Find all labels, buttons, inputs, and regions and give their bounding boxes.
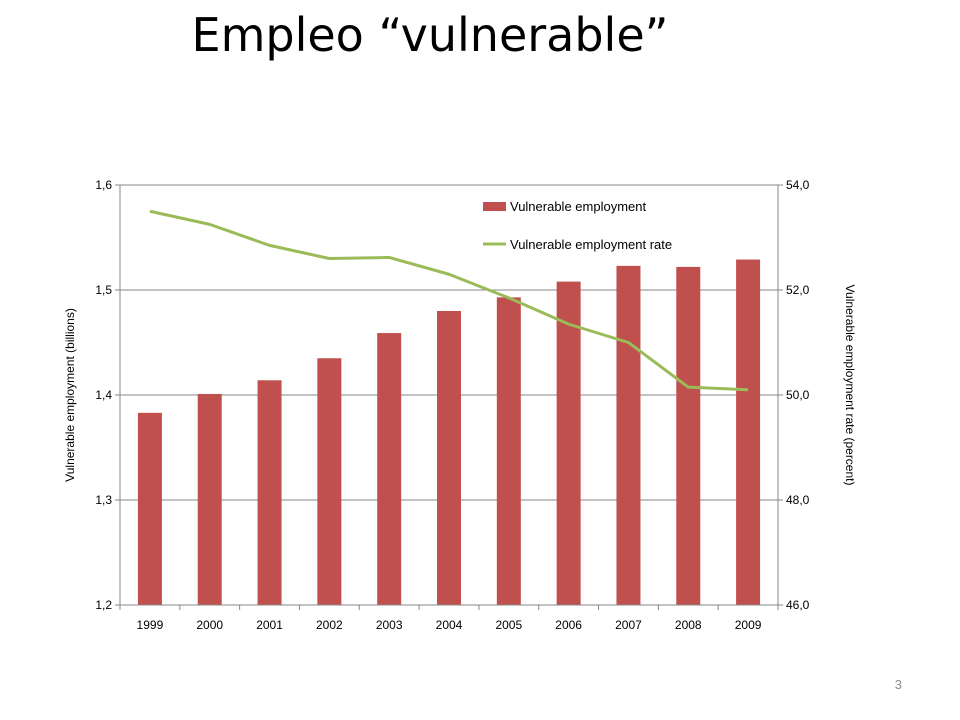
x-tick-label: 2001 (256, 618, 283, 632)
bar-series (137, 259, 761, 605)
legend-label-line: Vulnerable employment rate (510, 237, 672, 252)
x-tick-label: 2003 (376, 618, 403, 632)
bar (137, 412, 162, 605)
right-tick-label: 52,0 (786, 283, 810, 297)
right-axis-ticks: 46,0 48,0 50,0 52,0 54,0 (778, 178, 810, 612)
x-tick-label: 2000 (196, 618, 223, 632)
bar (736, 259, 761, 605)
left-tick-label: 1,2 (95, 598, 112, 612)
rate-line (149, 209, 749, 392)
line-series (149, 209, 749, 392)
x-tick-label: 1999 (137, 618, 164, 632)
slide-number: 3 (894, 677, 902, 692)
slide-title: Empleo “vulnerable” (191, 8, 669, 62)
right-tick-label: 50,0 (786, 388, 810, 402)
bar (437, 311, 461, 605)
legend-swatch-bar (483, 202, 506, 211)
left-tick-label: 1,5 (95, 283, 112, 297)
right-tick-label: 48,0 (786, 493, 810, 507)
right-tick-label: 46,0 (786, 598, 810, 612)
bar (556, 281, 581, 605)
bar (197, 393, 222, 605)
x-tick-label: 2007 (615, 618, 642, 632)
right-axis-title: Vulnerable employment rate (percent) (843, 285, 857, 486)
x-axis-ticks: 1999 2000 2001 2002 2003 2004 2005 2006 2007 2008… (119, 605, 779, 632)
bar (496, 297, 521, 605)
left-tick-label: 1,4 (95, 388, 112, 402)
x-tick-label: 2009 (735, 618, 762, 632)
x-tick-label: 2004 (436, 618, 463, 632)
right-tick-label: 54,0 (786, 178, 810, 192)
x-tick-label: 2006 (555, 618, 582, 632)
bar (257, 380, 282, 605)
bar (676, 266, 701, 605)
left-tick-label: 1,6 (95, 178, 112, 192)
legend-label-bar: Vulnerable employment (510, 199, 646, 214)
bar (616, 265, 641, 605)
bar (377, 333, 402, 605)
x-tick-label: 2002 (316, 618, 343, 632)
bar (317, 358, 342, 605)
left-axis-title: Vulnerable employment (billions) (63, 308, 77, 482)
left-axis-ticks: 1,2 1,3 1,4 1,5 1,6 (95, 178, 120, 612)
left-tick-label: 1,3 (95, 493, 112, 507)
x-tick-label: 2005 (495, 618, 522, 632)
x-tick-label: 2008 (675, 618, 702, 632)
legend: Vulnerable employment Vulnerable employm… (483, 199, 672, 252)
